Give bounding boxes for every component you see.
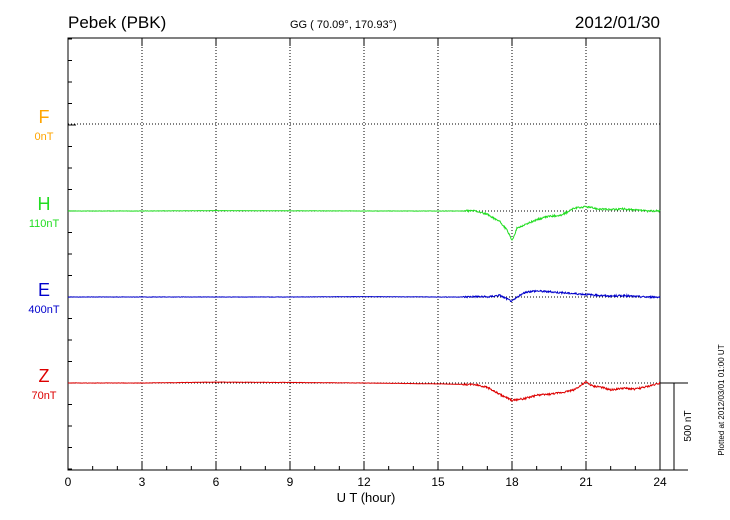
x-tick-label: 24 — [653, 475, 667, 489]
scale-bar: 500 nT — [660, 382, 694, 471]
series-baseline-h: 110nT — [29, 218, 60, 230]
plot-timestamp-note: Plotted at 2012/03/01 01:00 UT — [717, 344, 726, 455]
x-tick-label: 15 — [431, 475, 445, 489]
series-baseline-e: 400nT — [28, 304, 59, 316]
station-coordinates: GG ( 70.09°, 170.93°) — [290, 19, 397, 31]
x-tick-label: 3 — [139, 475, 146, 489]
series-name-z: Z — [39, 366, 50, 386]
series-trace-h — [67, 205, 661, 241]
series-labels: F 0nT H 110nT E 400nT Z 70nT — [28, 107, 59, 402]
axis-ticks — [67, 38, 661, 470]
series-trace-z — [67, 380, 661, 402]
x-axis-title: U T (hour) — [337, 490, 396, 505]
series-name-h: H — [38, 194, 51, 214]
x-tick-label: 18 — [505, 475, 519, 489]
x-tick-label: 0 — [65, 475, 72, 489]
grid-lines — [68, 38, 660, 470]
x-tick-label: 9 — [287, 475, 294, 489]
scale-bar-label: 500 nT — [683, 410, 694, 441]
series-baseline-f: 0nT — [35, 131, 54, 143]
x-tick-label: 12 — [357, 475, 371, 489]
x-tick-labels: 0 3 6 9 12 15 18 21 24 — [65, 475, 667, 489]
series-traces — [67, 205, 661, 402]
x-tick-label: 21 — [579, 475, 593, 489]
x-tick-label: 6 — [213, 475, 220, 489]
plot-date: 2012/01/30 — [575, 13, 660, 32]
station-title: Pebek (PBK) — [68, 13, 166, 32]
series-name-e: E — [38, 280, 50, 300]
series-trace-e — [67, 289, 661, 303]
series-baseline-z: 70nT — [31, 390, 56, 402]
series-name-f: F — [39, 107, 50, 127]
